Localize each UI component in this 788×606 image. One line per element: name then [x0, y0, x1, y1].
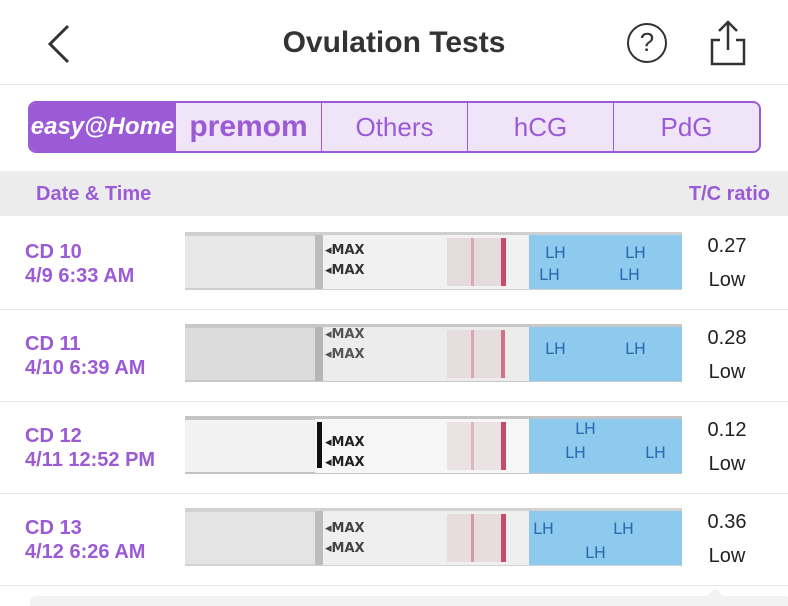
test-row[interactable]: CD 10 4/9 6:33 AM ◂MAX ◂MAX LH LH LH LH … [0, 217, 788, 310]
lh-label: LH [539, 265, 560, 284]
test-datetime: 4/11 12:52 PM [25, 449, 156, 471]
max-label: ◂MAX [325, 541, 365, 556]
test-strip-image: ◂MAX ◂MAX LH LH [185, 324, 682, 382]
tab-pdg-label: PdG [660, 111, 713, 142]
max-label: ◂MAX [325, 455, 365, 470]
max-label: ◂MAX [325, 347, 365, 362]
tab-hcg-label: hCG [513, 111, 568, 142]
lh-label: LH [625, 339, 646, 358]
test-datetime: 4/9 6:33 AM [25, 265, 135, 287]
lh-label: LH [565, 443, 586, 462]
lh-label: LH [585, 543, 606, 562]
tc-ratio-value: 0.28 [707, 327, 747, 349]
lh-level: Low [708, 453, 746, 475]
premom-logo: premom [189, 110, 308, 143]
tab-pdg[interactable]: PdG [614, 103, 759, 151]
column-header: Date & Time T/C ratio [0, 171, 788, 216]
lh-label: LH [533, 519, 554, 538]
test-strip-image: ◂MAX ◂MAX LH LH LH [185, 508, 682, 566]
lh-label: LH [613, 519, 634, 538]
lh-level: Low [708, 361, 746, 383]
cycle-day: CD 12 [25, 425, 82, 447]
test-datetime: 4/12 6:26 AM [25, 541, 146, 563]
app-header: Ovulation Tests ? [0, 0, 788, 85]
lh-level: Low [708, 269, 746, 291]
chevron-left-icon [47, 24, 70, 64]
max-label: ◂MAX [325, 521, 365, 536]
max-label: ◂MAX [325, 327, 365, 342]
tc-ratio-value: 0.12 [707, 419, 747, 441]
bottom-popover [30, 596, 788, 606]
lh-label: LH [545, 339, 566, 358]
cycle-day: CD 11 [25, 333, 81, 355]
easy-at-home-logo: easy@Home [30, 113, 175, 140]
test-strip-image: ◂MAX ◂MAX LH LH LH LH [185, 232, 682, 290]
tab-easy-at-home[interactable]: easy@Home [30, 103, 176, 151]
tab-hcg[interactable]: hCG [468, 103, 614, 151]
lh-label: LH [625, 243, 646, 262]
lh-label: LH [575, 419, 596, 438]
test-row[interactable]: CD 11 4/10 6:39 AM ◂MAX ◂MAX LH LH 0.28 … [0, 309, 788, 402]
help-button[interactable]: ? [627, 23, 667, 63]
max-label: ◂MAX [325, 435, 365, 450]
tab-premom[interactable]: premom [176, 103, 322, 151]
tab-others[interactable]: Others [322, 103, 468, 151]
column-date-time: Date & Time [36, 183, 152, 205]
test-row[interactable]: CD 13 4/12 6:26 AM ◂MAX ◂MAX LH LH LH 0.… [0, 493, 788, 586]
cycle-day: CD 10 [25, 241, 82, 263]
page-title: Ovulation Tests [282, 26, 506, 59]
cycle-day: CD 13 [25, 517, 82, 539]
lh-level: Low [708, 545, 746, 567]
tab-others-label: Others [355, 111, 434, 142]
max-label: ◂MAX [325, 243, 365, 258]
lh-label: LH [545, 243, 566, 262]
brand-tab-bar: easy@Home premom Others hCG PdG [28, 101, 761, 153]
lh-label: LH [645, 443, 666, 462]
column-tc-ratio: T/C ratio [688, 183, 770, 205]
share-icon [710, 20, 746, 66]
tc-ratio-value: 0.27 [707, 235, 747, 257]
lh-label: LH [619, 265, 640, 284]
max-label: ◂MAX [325, 263, 365, 278]
share-button[interactable] [706, 18, 750, 66]
test-datetime: 4/10 6:39 AM [25, 357, 146, 379]
back-button[interactable] [40, 18, 84, 66]
test-row[interactable]: CD 12 4/11 12:52 PM ◂MAX ◂MAX LH LH LH 0… [0, 401, 788, 494]
tc-ratio-value: 0.36 [707, 511, 747, 533]
test-strip-image: ◂MAX ◂MAX LH LH LH [185, 416, 682, 474]
